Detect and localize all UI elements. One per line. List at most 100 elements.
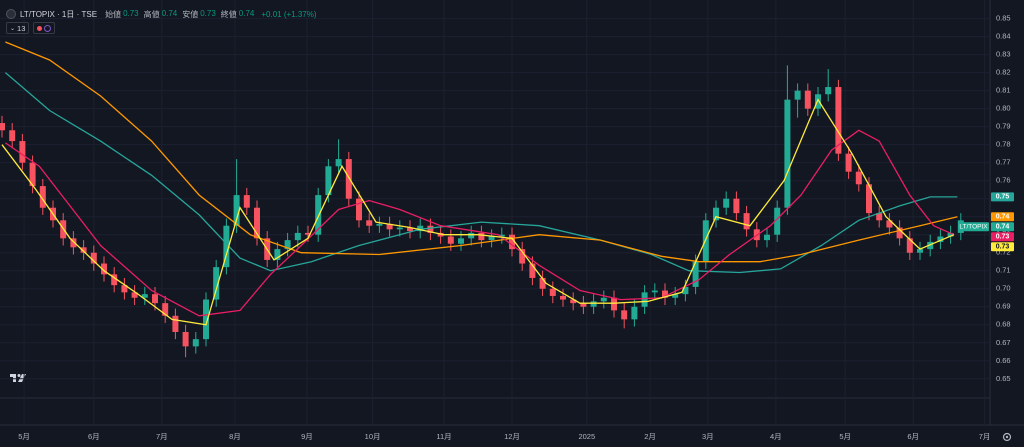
symbol-tag-bg: [958, 222, 989, 232]
field-label: 始値: [105, 9, 122, 19]
indicator-chip[interactable]: ⌄ 13: [6, 22, 30, 34]
candle-body: [876, 213, 883, 221]
candle-body: [305, 232, 311, 235]
x-tick-label: 4月: [770, 432, 782, 441]
candle-body: [743, 213, 750, 230]
y-tick-label: 0.69: [996, 302, 1011, 311]
candle-body: [631, 306, 638, 320]
indicator-row: ⌄ 13: [6, 22, 56, 34]
y-tick-label: 0.79: [996, 122, 1011, 131]
price-tag-bg: [991, 242, 1014, 252]
candle-body: [651, 290, 658, 293]
grid: [0, 0, 990, 425]
y-tick-label: 0.80: [996, 104, 1011, 113]
y-tick-label: 0.65: [996, 374, 1011, 383]
moving-average-line: [5, 129, 955, 317]
y-tick-label: 0.71: [996, 266, 1011, 275]
price-tag-bg: [991, 192, 1014, 202]
candle-body: [162, 303, 169, 316]
x-tick-label: 10月: [365, 432, 381, 441]
candle-body: [356, 198, 362, 221]
candle-body: [886, 220, 893, 228]
candle-body: [9, 130, 16, 142]
candle-body: [90, 252, 97, 264]
y-tick-label: 0.68: [996, 320, 1011, 329]
x-tick-label: 12月: [504, 432, 520, 441]
candle-body: [570, 299, 577, 304]
candle-body: [366, 220, 373, 226]
settings-icon[interactable]: [1002, 432, 1012, 442]
x-tick-label: 7月: [979, 432, 991, 441]
candle-body: [498, 234, 505, 237]
candle-body: [386, 223, 393, 230]
change: +0.01 (+1.37%): [261, 9, 317, 19]
price-tag-label: 0.74: [996, 214, 1010, 221]
y-tick-label: 0.77: [996, 158, 1011, 167]
candle-body: [233, 195, 240, 226]
indicator-icons[interactable]: [33, 22, 56, 34]
candle-body: [896, 227, 903, 239]
candle-body: [131, 292, 138, 298]
candle-body: [345, 159, 352, 199]
candle-body: [274, 249, 281, 260]
candle-body: [111, 274, 118, 286]
candle-body: [917, 249, 923, 253]
candle-body: [468, 232, 475, 239]
candle-body: [447, 236, 454, 244]
price-tag: 0.73: [991, 242, 1014, 252]
candle-body: [243, 195, 250, 208]
candle-body: [284, 240, 291, 250]
candle-body: [458, 238, 464, 244]
candle-body: [825, 87, 832, 95]
candle-body: [407, 227, 413, 232]
candle-body: [692, 261, 699, 287]
y-tick-label: 0.76: [996, 176, 1011, 185]
candle-body: [682, 286, 689, 295]
candle-body: [835, 87, 842, 154]
candle-body: [182, 331, 189, 347]
field-value: 0.74: [238, 8, 255, 18]
candle-body: [906, 238, 913, 253]
price-tag-bg: [991, 232, 1014, 242]
candle-body: [488, 236, 495, 241]
candle-body: [774, 207, 781, 235]
candle-body: [937, 236, 944, 242]
y-tick-label: 0.70: [996, 284, 1011, 293]
y-tick-label: 0.85: [996, 14, 1011, 23]
price-tag-bg: [991, 222, 1014, 232]
candle-body: [29, 162, 36, 187]
candle-body: [335, 159, 342, 167]
candle-body: [580, 303, 587, 307]
field-value: 0.73: [123, 8, 139, 18]
candle-body: [294, 232, 301, 241]
candle-body: [509, 234, 515, 250]
x-tick-label: 7月: [156, 432, 168, 441]
symbol-title[interactable]: LT/TOPIX · 1日 · TSE: [20, 9, 98, 19]
candle-body: [223, 225, 230, 268]
candle-body: [203, 299, 209, 340]
candle-body: [713, 207, 719, 221]
y-tick-label: 0.84: [996, 32, 1011, 41]
candle-body: [213, 267, 220, 300]
symbol-icon: [6, 9, 16, 19]
y-tick-label: 0.66: [996, 356, 1011, 365]
candle-body: [101, 263, 107, 275]
x-tick-label: 6月: [88, 432, 100, 441]
candle-body: [672, 294, 679, 298]
candle-body: [121, 285, 128, 293]
x-tick-label: 2月: [644, 432, 656, 441]
price-tag: 0.75: [991, 192, 1014, 202]
header: LT/TOPIX · 1日 · TSE 始値 0.73 高値 0.74 安値 0.73 終値…: [6, 8, 320, 20]
y-tick-label: 0.81: [996, 86, 1011, 95]
candle-body: [325, 166, 332, 196]
candle-body: [621, 310, 628, 320]
candle-body: [376, 223, 383, 226]
candle-body: [702, 220, 709, 262]
price-tag-label: 0.73: [996, 244, 1010, 251]
candle-body: [0, 123, 5, 131]
candle-body: [417, 225, 424, 232]
candle-body: [845, 153, 852, 172]
candle-body: [172, 315, 179, 332]
moving-average-line: [5, 41, 958, 263]
